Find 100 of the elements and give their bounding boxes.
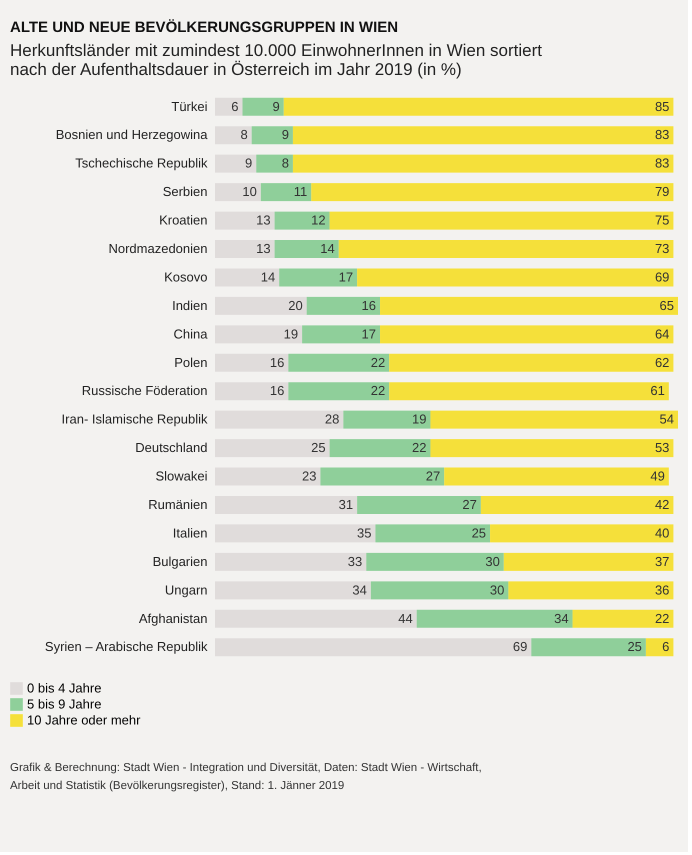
bar	[215, 98, 243, 116]
data-label: 69	[512, 639, 528, 654]
bar	[357, 496, 481, 514]
y-tick-label: Serbien	[162, 184, 208, 200]
bar	[215, 638, 532, 656]
bar	[279, 268, 358, 286]
bar	[380, 325, 674, 344]
data-label: 44	[398, 610, 413, 626]
y-tick-label: Russische Föderation	[82, 383, 208, 398]
y-tick-label: Kroatien	[159, 212, 208, 228]
data-label: 53	[654, 440, 670, 456]
bar	[252, 126, 293, 144]
bar	[366, 552, 504, 571]
data-label: 83	[654, 127, 670, 142]
bar	[311, 183, 674, 202]
bar	[490, 524, 674, 542]
data-label: 85	[654, 98, 670, 114]
legend-label: 0 bis 4 Jahre	[27, 680, 102, 696]
data-label: 12	[311, 212, 326, 228]
bar	[508, 581, 674, 600]
bar	[370, 581, 508, 600]
data-label: 54	[660, 412, 674, 427]
bar	[380, 296, 678, 315]
bar	[215, 496, 358, 514]
bar	[215, 212, 275, 230]
y-tick-label: Rumänien	[148, 496, 208, 512]
y-tick-label: Iran- Islamische Republik	[62, 412, 208, 427]
data-label: 10	[242, 184, 257, 200]
y-tick-label: Nordmazedonien	[108, 241, 208, 256]
y-tick-label: Kosovo	[164, 269, 208, 284]
bar	[338, 240, 674, 258]
data-label: 30	[485, 554, 500, 569]
bar	[330, 212, 674, 230]
legend-label: 10 Jahre oder mehr	[27, 712, 142, 728]
data-label: 20	[288, 298, 303, 313]
data-label: 17	[362, 326, 376, 342]
y-tick-label: China	[174, 326, 208, 342]
data-label: 40	[654, 525, 670, 540]
data-label: 25	[311, 440, 326, 456]
bar	[416, 610, 573, 628]
data-label: 30	[490, 582, 504, 598]
data-label: 8	[282, 156, 289, 171]
y-tick-label: Italien	[172, 525, 208, 540]
data-label: 25	[627, 639, 642, 654]
data-label: 73	[654, 241, 670, 256]
data-label: 22	[370, 354, 386, 370]
bar	[215, 154, 256, 173]
data-label: 9	[272, 98, 280, 114]
bar	[389, 354, 674, 372]
bar	[504, 552, 674, 571]
legend-label: 5 bis 9 Jahre	[27, 696, 102, 712]
y-tick-label: Slowakei	[155, 468, 208, 484]
data-label: 35	[356, 525, 372, 540]
data-label: 14	[260, 269, 276, 284]
data-label: 34	[554, 610, 569, 626]
data-label: 9	[245, 156, 252, 171]
bar	[375, 524, 490, 542]
bar	[357, 268, 674, 286]
bar	[215, 296, 307, 315]
bar	[215, 468, 320, 486]
bar	[292, 126, 674, 144]
y-tick-label: Türkei	[171, 98, 208, 114]
bar	[256, 154, 293, 173]
data-label: 37	[654, 554, 670, 569]
data-label: 16	[270, 383, 284, 398]
data-label: 14	[320, 241, 335, 256]
data-label: 61	[650, 383, 665, 398]
bar	[215, 581, 371, 600]
data-label: 27	[462, 496, 477, 512]
bar	[215, 382, 288, 400]
bar	[260, 183, 312, 202]
bar	[320, 468, 444, 486]
data-label: 23	[302, 468, 316, 484]
bar	[389, 382, 669, 400]
bar	[215, 439, 330, 458]
data-label: 42	[654, 496, 670, 512]
data-label: 49	[650, 468, 665, 484]
data-label: 13	[256, 241, 271, 256]
data-label: 11	[294, 184, 308, 200]
y-tick-label: Polen	[174, 354, 208, 370]
data-label: 19	[412, 412, 426, 427]
bar	[215, 610, 417, 628]
bar	[274, 240, 339, 258]
y-tick-label: Deutschland	[135, 440, 208, 456]
y-tick-label: Bosnien und Herzegowina	[56, 127, 208, 142]
bar	[430, 439, 674, 458]
bar	[215, 354, 288, 372]
bar	[646, 638, 674, 656]
bar	[572, 610, 674, 628]
data-label: 22	[370, 383, 386, 398]
data-label: 27	[426, 468, 440, 484]
data-label: 6	[662, 639, 670, 654]
data-label: 34	[352, 582, 367, 598]
data-label: 22	[412, 440, 426, 456]
bar	[302, 325, 380, 344]
data-label: 79	[654, 184, 670, 200]
bar	[430, 410, 678, 429]
bar	[215, 410, 344, 429]
data-label: 19	[284, 326, 298, 342]
bar	[215, 126, 252, 144]
